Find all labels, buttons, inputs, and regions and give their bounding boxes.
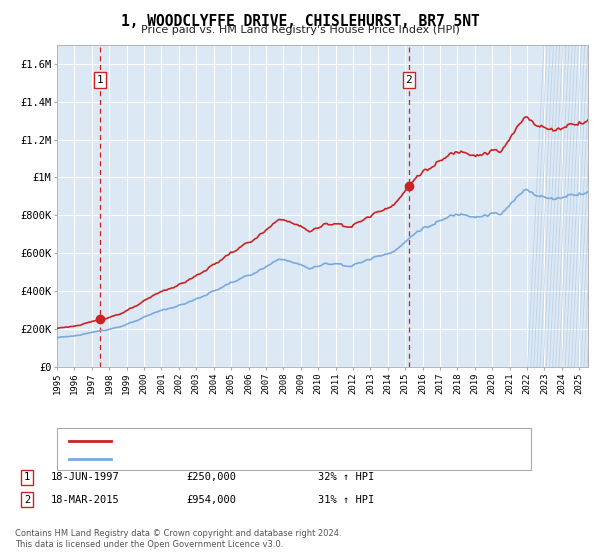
Text: £250,000: £250,000 bbox=[186, 472, 236, 482]
Text: 2: 2 bbox=[24, 494, 30, 505]
Text: 18-JUN-1997: 18-JUN-1997 bbox=[51, 472, 120, 482]
Text: 18-MAR-2015: 18-MAR-2015 bbox=[51, 494, 120, 505]
Text: 1, WOODCLYFFE DRIVE, CHISLEHURST, BR7 5NT: 1, WOODCLYFFE DRIVE, CHISLEHURST, BR7 5N… bbox=[121, 14, 479, 29]
Text: 1: 1 bbox=[24, 472, 30, 482]
Text: 1, WOODCLYFFE DRIVE, CHISLEHURST, BR7 5NT (detached house): 1, WOODCLYFFE DRIVE, CHISLEHURST, BR7 5N… bbox=[117, 436, 465, 446]
Text: 2: 2 bbox=[406, 75, 412, 85]
Text: Price paid vs. HM Land Registry's House Price Index (HPI): Price paid vs. HM Land Registry's House … bbox=[140, 25, 460, 35]
Text: 1: 1 bbox=[97, 75, 103, 85]
Text: Contains HM Land Registry data © Crown copyright and database right 2024.
This d: Contains HM Land Registry data © Crown c… bbox=[15, 529, 341, 549]
Text: £954,000: £954,000 bbox=[186, 494, 236, 505]
Text: 32% ↑ HPI: 32% ↑ HPI bbox=[318, 472, 374, 482]
Text: 31% ↑ HPI: 31% ↑ HPI bbox=[318, 494, 374, 505]
Text: HPI: Average price, detached house, Bromley: HPI: Average price, detached house, Brom… bbox=[117, 454, 375, 464]
